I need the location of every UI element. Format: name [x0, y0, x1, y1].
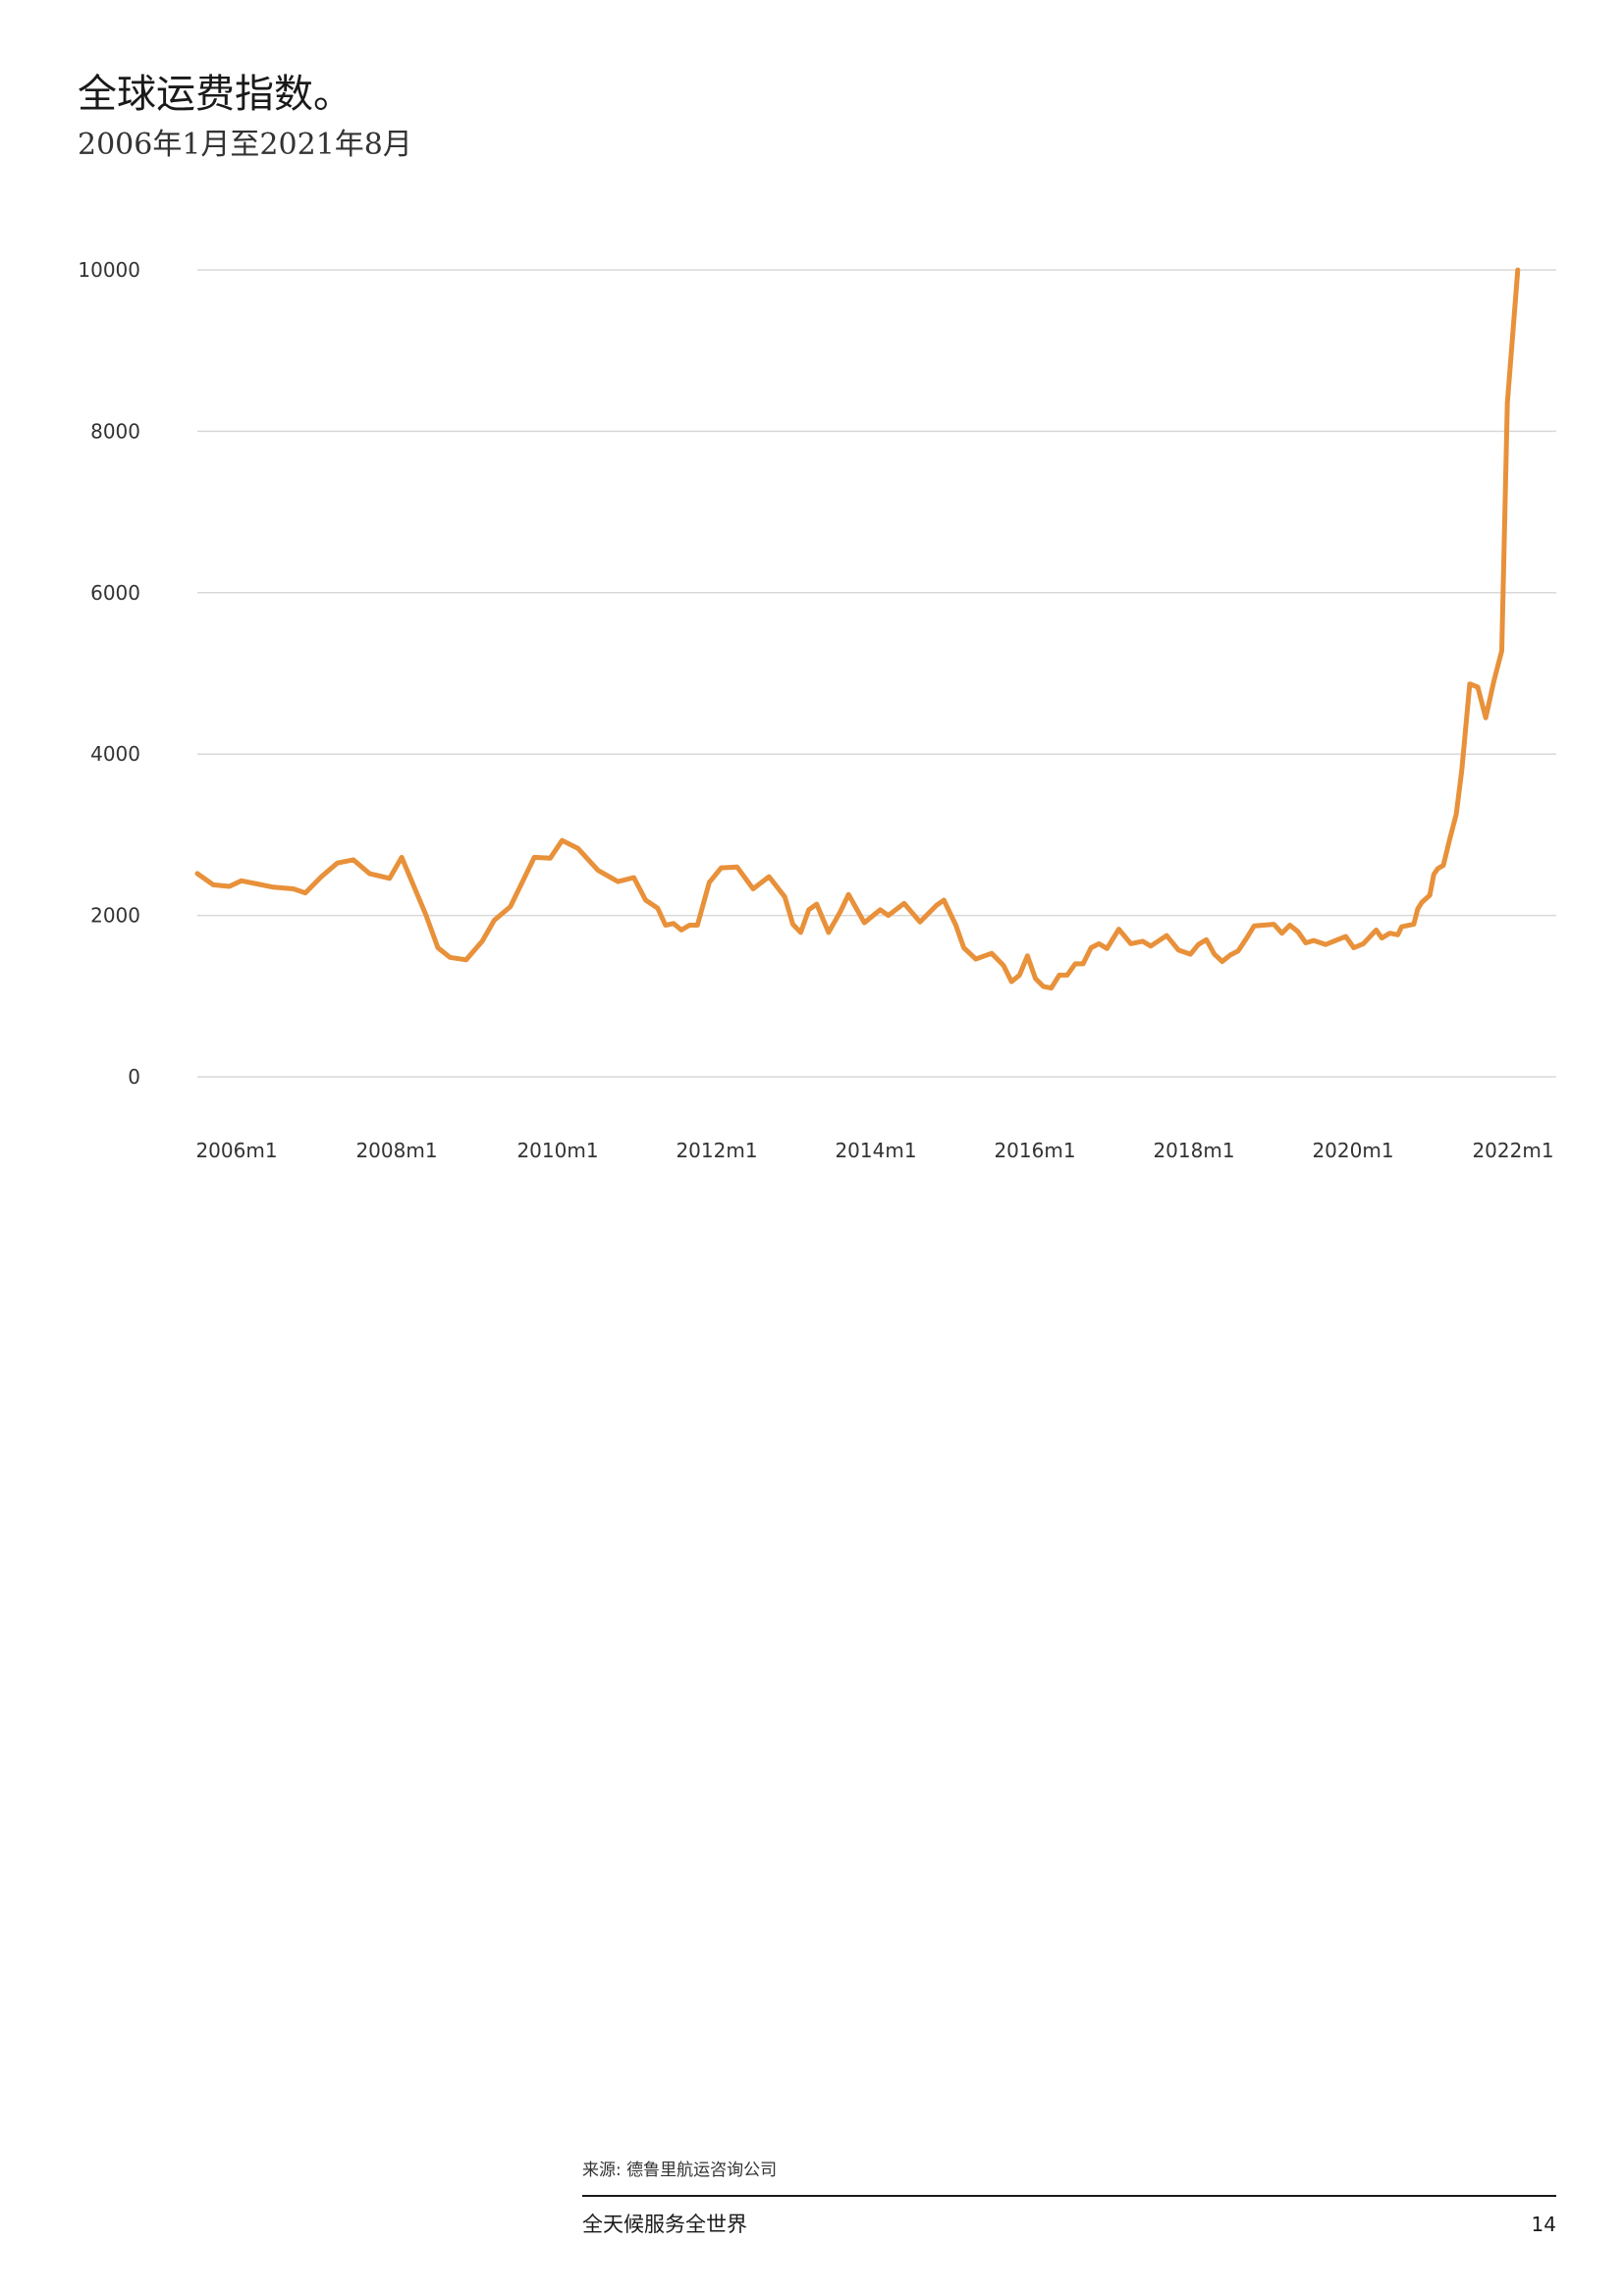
x-tick-label: 2018m1: [1153, 1139, 1234, 1162]
y-tick-label: 0: [128, 1065, 140, 1089]
y-tick-label: 6000: [90, 581, 140, 605]
freight-index-line-chart: 0 2000 4000 6000 8000 10000 2006m1 2008m1 2010m…: [78, 258, 1556, 1162]
chart-subtitle: 2006年1月至2021年8月: [78, 128, 412, 162]
x-tick-label: 2006m1: [195, 1139, 277, 1162]
x-tick-label: 2010m1: [516, 1139, 598, 1162]
x-tick-label: 2022m1: [1472, 1139, 1553, 1162]
x-tick-label: 2012m1: [676, 1139, 757, 1162]
y-tick-label: 4000: [90, 742, 140, 766]
footer-title: 全天候服务全世界: [582, 2213, 747, 2236]
y-tick-label: 10000: [78, 258, 140, 282]
footer-divider: [582, 2195, 1556, 2197]
y-tick-label: 8000: [90, 419, 140, 443]
page-number: 14: [1531, 2213, 1556, 2236]
x-tick-label: 2014m1: [835, 1139, 916, 1162]
y-tick-label: 2000: [90, 904, 140, 928]
x-tick-label: 2008m1: [355, 1139, 437, 1162]
x-tick-label: 2016m1: [994, 1139, 1075, 1162]
source-note: 来源: 德鲁里航运咨询公司: [582, 2161, 778, 2180]
x-tick-label: 2020m1: [1312, 1139, 1393, 1162]
series-line-0: [194, 267, 1521, 991]
chart-title: 全球运费指数。: [78, 72, 352, 117]
